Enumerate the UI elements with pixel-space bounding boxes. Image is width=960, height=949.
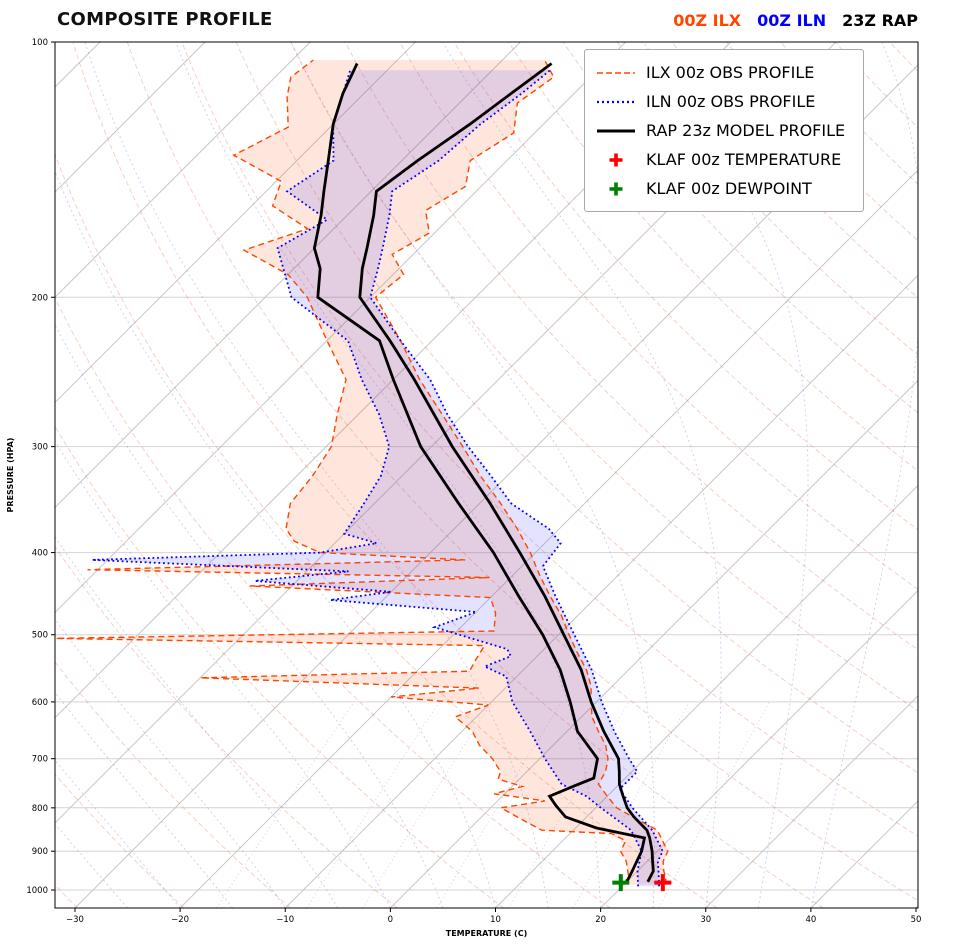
svg-text:−20: −20 <box>171 915 189 925</box>
svg-text:0: 0 <box>388 915 393 925</box>
header-sources: 00Z ILX 00Z ILN 23Z RAP <box>673 11 918 30</box>
svg-text:50: 50 <box>911 915 922 925</box>
svg-text:500: 500 <box>32 631 48 641</box>
temperature-line-rap <box>358 62 655 883</box>
mixing-ratio-lines <box>216 701 770 908</box>
dewpoint-line-iln <box>91 70 643 887</box>
legend-item: RAP 23z MODEL PROFILE <box>595 116 845 145</box>
legend-swatch-dotted-line <box>597 100 635 103</box>
svg-text:−10: −10 <box>276 915 294 925</box>
profile-fills <box>55 60 668 887</box>
svg-text:700: 700 <box>32 755 48 765</box>
station-markers <box>612 874 672 892</box>
header-source-iln: 00Z ILN <box>757 11 827 30</box>
profile-fill-iln <box>92 70 663 887</box>
svg-text:1000: 1000 <box>26 886 48 896</box>
legend-swatch-plus-marker <box>609 182 623 195</box>
svg-text:100: 100 <box>32 38 48 48</box>
svg-text:200: 200 <box>32 293 48 303</box>
legend-item: ILX 00z OBS PROFILE <box>595 58 845 87</box>
svg-text:800: 800 <box>32 804 48 814</box>
marker-dewpoint <box>612 874 630 892</box>
marker-temperature <box>654 874 672 892</box>
y-axis-label: PRESSURE (HPA) <box>6 438 15 513</box>
header-source-rap: 23Z RAP <box>842 11 918 30</box>
svg-text:900: 900 <box>32 847 48 857</box>
legend-label: KLAF 00z DEWPOINT <box>646 179 812 198</box>
temperature-line-iln <box>369 69 664 887</box>
header-source-ilx: 00Z ILX <box>673 11 742 30</box>
temperature-tick-labels: −30 −20 −10 0 10 20 30 40 50 <box>66 908 921 925</box>
legend-swatch-plus-marker <box>609 153 623 166</box>
svg-text:600: 600 <box>32 698 48 708</box>
profile-fill-ilx <box>55 60 668 885</box>
legend-item: KLAF 00z DEWPOINT <box>595 174 845 203</box>
isobar-gridlines <box>55 42 918 891</box>
svg-text:20: 20 <box>595 915 606 925</box>
svg-text:−30: −30 <box>66 915 84 925</box>
legend-label: ILX 00z OBS PROFILE <box>646 63 815 82</box>
pressure-tick-labels: 100 200 300 400 500 600 700 800 900 1000 <box>26 38 55 896</box>
profile-lines <box>55 59 669 887</box>
moist-adiabat-lines <box>55 42 918 908</box>
legend-item: ILN 00z OBS PROFILE <box>595 87 845 116</box>
legend: ILX 00z OBS PROFILE ILN 00z OBS PROFILE … <box>584 49 865 212</box>
legend-label: RAP 23z MODEL PROFILE <box>646 121 846 140</box>
legend-label: ILN 00z OBS PROFILE <box>646 92 816 111</box>
dewpoint-line-ilx <box>55 59 630 885</box>
dewpoint-line-rap <box>312 62 647 883</box>
x-axis-label: TEMPERATURE (C) <box>446 929 528 938</box>
legend-item: KLAF 00z TEMPERATURE <box>595 145 845 174</box>
legend-swatch-solid-line <box>597 129 635 132</box>
svg-text:400: 400 <box>32 549 48 559</box>
svg-text:40: 40 <box>805 915 816 925</box>
legend-swatch-dashed-line <box>597 71 635 74</box>
legend-label: KLAF 00z TEMPERATURE <box>646 150 842 169</box>
svg-text:10: 10 <box>490 915 501 925</box>
svg-text:30: 30 <box>700 915 711 925</box>
chart-title: COMPOSITE PROFILE <box>57 9 273 30</box>
svg-text:300: 300 <box>32 443 48 453</box>
